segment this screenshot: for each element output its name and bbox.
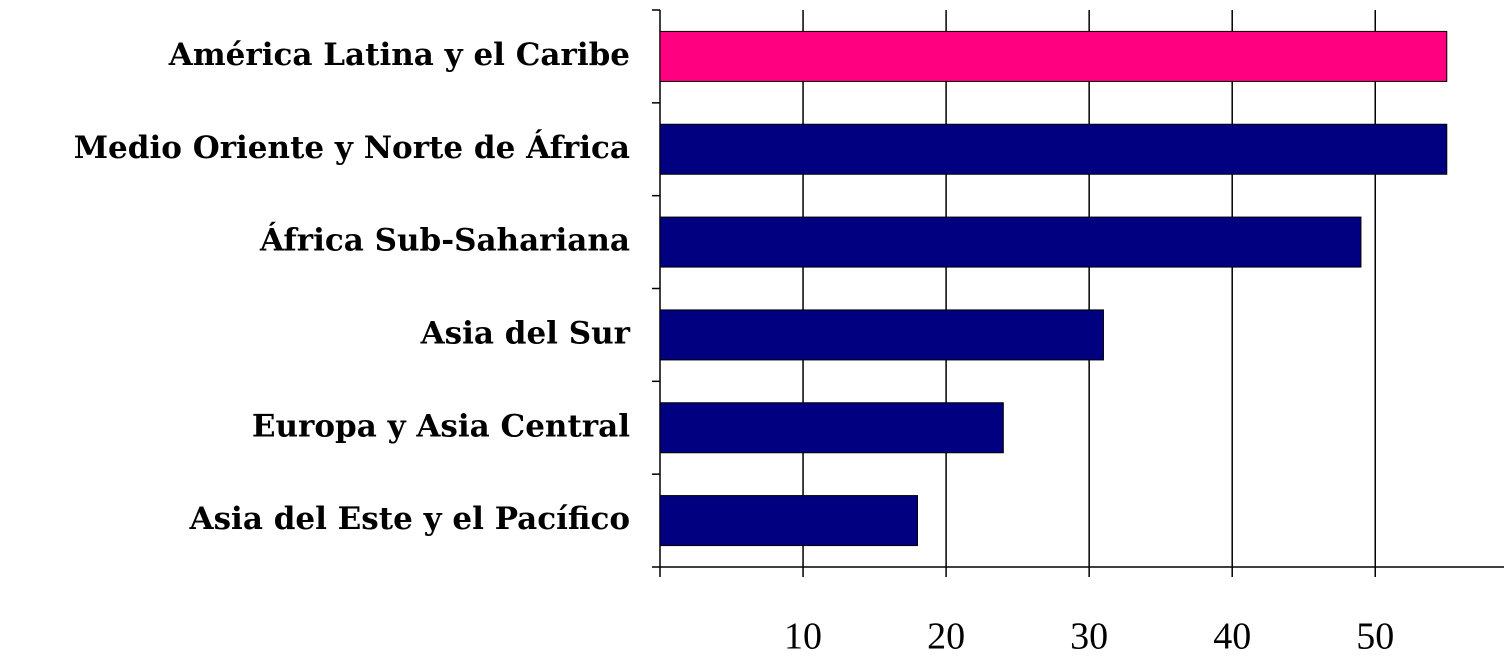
bar: [659, 495, 918, 547]
y-tick-label: Asia del Este y el Pacífico: [189, 501, 630, 537]
x-tick-label: 30: [1070, 616, 1108, 658]
bar: [659, 216, 1362, 268]
x-tick-label: 50: [1356, 616, 1394, 658]
x-tick-label: 40: [1213, 616, 1251, 658]
bar: [659, 123, 1448, 175]
y-tick-label: África Sub-Sahariana: [259, 221, 630, 259]
x-tick-label: 20: [927, 616, 965, 658]
y-tick-label: Europa y Asia Central: [252, 408, 630, 444]
bar: [659, 402, 1004, 454]
y-tick-label: Medio Oriente y Norte de África: [74, 128, 630, 166]
y-tick-label: América Latina y el Caribe: [168, 37, 630, 73]
bar: [659, 309, 1104, 361]
y-tick-label: Asia del Sur: [420, 315, 631, 351]
x-tick-label: 10: [784, 616, 822, 658]
bar: [659, 30, 1448, 82]
